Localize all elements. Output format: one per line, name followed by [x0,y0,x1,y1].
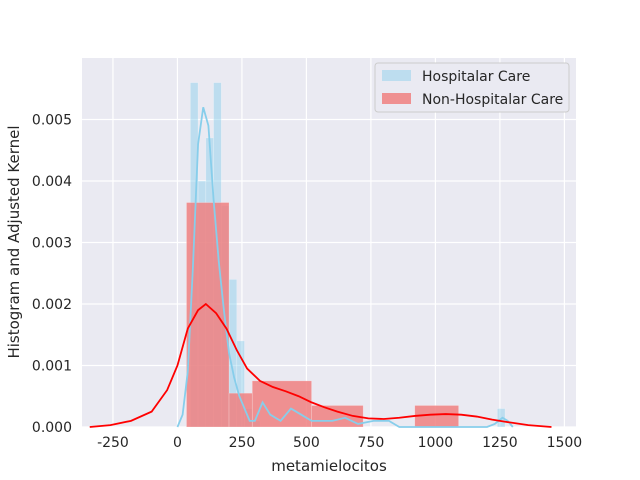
x-tick-label: 0 [173,435,182,451]
legend: Hospitalar Care Non-Hospitalar Care [374,62,570,113]
x-tick-label: 1500 [547,435,583,451]
x-tick-label: 750 [358,435,385,451]
x-tick-label: 1250 [482,435,518,451]
y-tick-label: 0.004 [32,174,72,190]
x-axis-ticks: -250 0 250 500 750 1000 1250 1500 [97,435,582,451]
y-axis-ticks: 0.000 0.001 0.002 0.003 0.004 0.005 [32,113,72,437]
y-tick-label: 0.005 [32,113,72,129]
x-tick-label: 250 [229,435,256,451]
x-tick-label: -250 [97,435,129,451]
x-tick-label: 500 [293,435,320,451]
legend-box [374,62,570,113]
legend-label-non-hospitalar: Non-Hospitalar Care [422,92,563,108]
legend-label-hospitalar: Hospitalar Care [422,69,530,85]
y-axis-label: Histogram and Adjusted Kernel [5,125,23,358]
histogram-bar [186,202,230,428]
hospitalar-care-kde-line [176,106,514,428]
non-hospitalar-care-bars [186,202,459,428]
y-tick-label: 0.000 [32,420,72,436]
x-tick-label: 1000 [418,435,454,451]
legend-swatch-hospitalar [382,70,411,81]
y-tick-label: 0.003 [32,236,72,252]
non-hospitalar-care-kde-line [89,302,552,428]
grid [82,58,576,428]
y-tick-label: 0.001 [32,359,72,375]
legend-swatch-non-hospitalar [382,93,411,104]
x-axis-label: metamielocitos [271,457,387,475]
y-tick-label: 0.002 [32,297,72,313]
